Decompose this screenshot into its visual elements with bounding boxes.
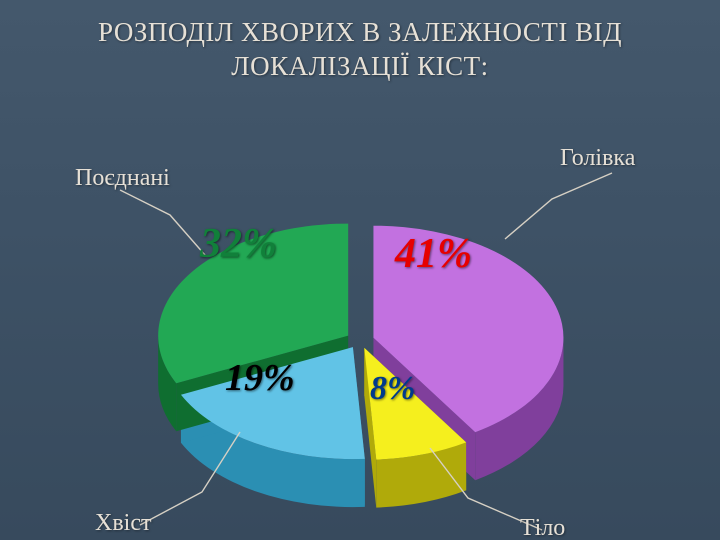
slice-label: Тіло [520, 515, 565, 540]
slice-label: Поєднані [75, 165, 170, 192]
slice-label: Хвіст [95, 510, 151, 537]
slice-percent: 32% [200, 220, 277, 268]
slice-percent: 41% [395, 230, 472, 278]
slice-percent: 19% [225, 356, 295, 400]
pie-chart: Голівка 41% Тіло 8% Хвіст 19% Поєднані 32% [0, 30, 720, 540]
slice-label: Голівка [560, 145, 635, 172]
slice-percent: 8% [370, 370, 415, 408]
